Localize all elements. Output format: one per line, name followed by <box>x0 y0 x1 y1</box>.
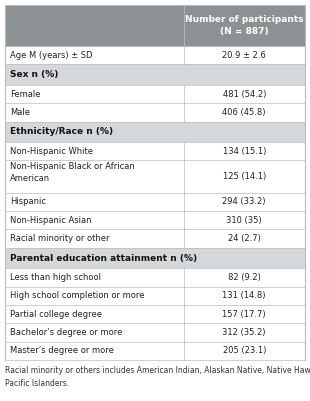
Bar <box>5 142 305 160</box>
Text: Age M (years) ± SD: Age M (years) ± SD <box>10 51 92 60</box>
Text: Parental education attainment n (%): Parental education attainment n (%) <box>10 253 197 263</box>
Text: Ethnicity/Race n (%): Ethnicity/Race n (%) <box>10 127 113 136</box>
Bar <box>5 122 305 142</box>
Bar <box>5 248 305 268</box>
Text: 157 (17.7): 157 (17.7) <box>223 310 266 319</box>
Text: Male: Male <box>10 108 30 117</box>
Bar <box>5 85 305 103</box>
Text: Partial college degree: Partial college degree <box>10 310 102 319</box>
Bar <box>5 193 305 211</box>
Text: 24 (2.7): 24 (2.7) <box>228 234 261 243</box>
Text: Sex n (%): Sex n (%) <box>10 70 58 79</box>
Text: Racial minority or others includes American Indian, Alaskan Native, Native Hawai: Racial minority or others includes Ameri… <box>5 366 310 387</box>
Bar <box>5 64 305 85</box>
Text: Less than high school: Less than high school <box>10 273 101 282</box>
Text: Bachelor’s degree or more: Bachelor’s degree or more <box>10 328 122 337</box>
Text: 205 (23.1): 205 (23.1) <box>223 346 266 355</box>
Text: 20.9 ± 2.6: 20.9 ± 2.6 <box>222 51 266 60</box>
Bar <box>5 342 305 360</box>
Bar <box>5 229 305 248</box>
Text: High school completion or more: High school completion or more <box>10 291 144 300</box>
Text: 82 (9.2): 82 (9.2) <box>228 273 261 282</box>
Bar <box>5 46 305 64</box>
Text: Number of participants
(N = 887): Number of participants (N = 887) <box>185 15 303 36</box>
Text: 406 (45.8): 406 (45.8) <box>223 108 266 117</box>
Text: Female: Female <box>10 89 41 99</box>
Bar <box>5 103 305 122</box>
Bar <box>5 160 305 193</box>
Text: Non-Hispanic Asian: Non-Hispanic Asian <box>10 216 91 225</box>
Text: 125 (14.1): 125 (14.1) <box>223 172 266 181</box>
Text: Hispanic: Hispanic <box>10 197 46 207</box>
Bar <box>5 323 305 342</box>
Text: 294 (33.2): 294 (33.2) <box>223 197 266 207</box>
Bar <box>5 268 305 287</box>
Text: Non-Hispanic Black or African
American: Non-Hispanic Black or African American <box>10 162 135 183</box>
Text: 481 (54.2): 481 (54.2) <box>223 89 266 99</box>
Bar <box>5 305 305 323</box>
Text: 131 (14.8): 131 (14.8) <box>223 291 266 300</box>
Text: 310 (35): 310 (35) <box>226 216 262 225</box>
Bar <box>5 287 305 305</box>
Text: Non-Hispanic White: Non-Hispanic White <box>10 147 93 156</box>
Bar <box>5 211 305 229</box>
Text: Racial minority or other: Racial minority or other <box>10 234 109 243</box>
Text: Master’s degree or more: Master’s degree or more <box>10 346 114 355</box>
Text: 312 (35.2): 312 (35.2) <box>223 328 266 337</box>
Text: 134 (15.1): 134 (15.1) <box>223 147 266 156</box>
Bar <box>5 5 305 46</box>
